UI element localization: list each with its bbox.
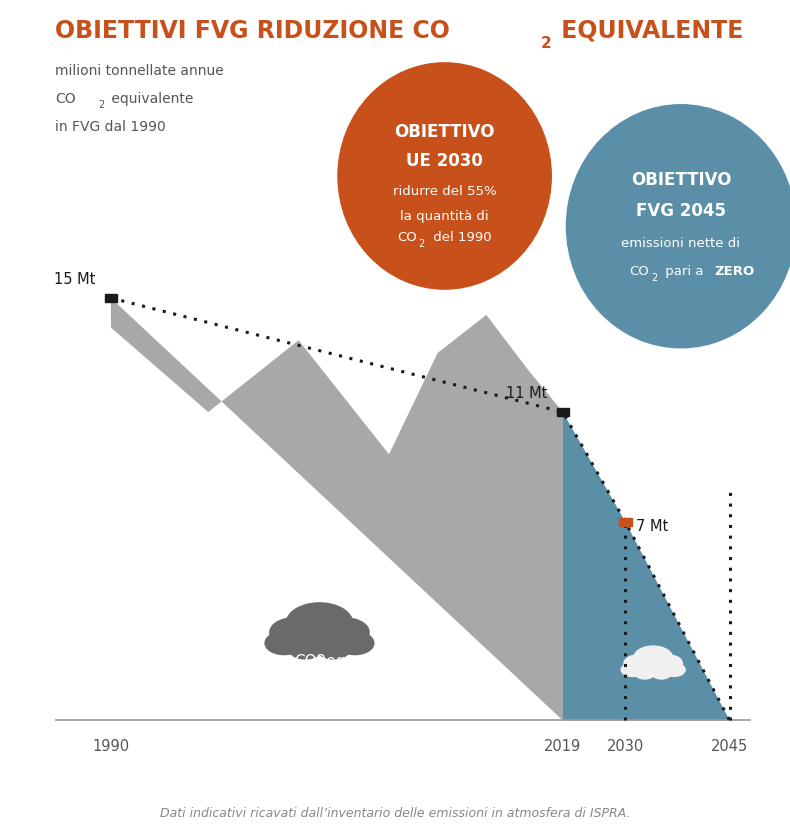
Text: CO: CO (397, 231, 417, 245)
Text: CO: CO (630, 265, 649, 278)
Circle shape (624, 655, 652, 672)
Bar (619, 518, 632, 525)
Text: equivalente: equivalente (107, 92, 193, 106)
Text: 2: 2 (98, 100, 104, 110)
Text: 11 Mt: 11 Mt (506, 386, 547, 401)
Text: OBIETTIVI FVG RIDUZIONE CO: OBIETTIVI FVG RIDUZIONE CO (55, 18, 450, 43)
Text: 2: 2 (651, 272, 657, 282)
Text: emissioni nette di: emissioni nette di (622, 236, 740, 250)
Text: FVG 2045: FVG 2045 (636, 202, 726, 220)
Circle shape (635, 667, 655, 679)
Text: in FVG dal 1990: in FVG dal 1990 (55, 120, 166, 134)
Text: pari a: pari a (661, 265, 708, 278)
Bar (556, 408, 569, 416)
Text: la quantità di: la quantità di (401, 210, 489, 223)
Text: del 1990: del 1990 (429, 231, 491, 245)
Circle shape (289, 639, 322, 659)
Text: CO: CO (55, 92, 76, 106)
Circle shape (641, 660, 666, 675)
Text: 7 Mt: 7 Mt (636, 519, 668, 534)
Text: Dati indicativi ricavati dall’inventario delle emissioni in atmosfera di ISPRA.: Dati indicativi ricavati dall’inventario… (160, 807, 630, 820)
Circle shape (655, 655, 683, 672)
Text: UE 2030: UE 2030 (406, 152, 483, 170)
Text: 2019: 2019 (544, 739, 581, 754)
Bar (104, 294, 117, 302)
Circle shape (265, 632, 303, 654)
Text: ZERO: ZERO (714, 265, 754, 278)
Circle shape (652, 667, 672, 679)
Text: OBIETTIVO: OBIETTIVO (630, 171, 732, 189)
Text: 2: 2 (419, 239, 425, 249)
Text: OBIETTIVO: OBIETTIVO (394, 123, 495, 142)
Circle shape (322, 618, 369, 647)
Text: EQUIVALENTE: EQUIVALENTE (553, 18, 743, 43)
Circle shape (336, 632, 374, 654)
Polygon shape (111, 298, 562, 721)
Polygon shape (562, 412, 730, 721)
Circle shape (634, 646, 672, 670)
Circle shape (621, 663, 643, 676)
Circle shape (287, 603, 352, 643)
Text: CO2eq: CO2eq (294, 654, 345, 669)
Text: 2030: 2030 (607, 739, 644, 754)
Circle shape (663, 663, 685, 676)
Text: 2: 2 (541, 36, 552, 51)
Text: 15 Mt: 15 Mt (55, 272, 96, 287)
Text: milioni tonnellate annue: milioni tonnellate annue (55, 65, 224, 79)
Text: ridurre del 55%: ridurre del 55% (393, 184, 496, 198)
Text: 1990: 1990 (92, 739, 130, 754)
Text: 2045: 2045 (711, 739, 748, 754)
Circle shape (317, 639, 350, 659)
Circle shape (298, 627, 340, 653)
Circle shape (270, 618, 317, 647)
